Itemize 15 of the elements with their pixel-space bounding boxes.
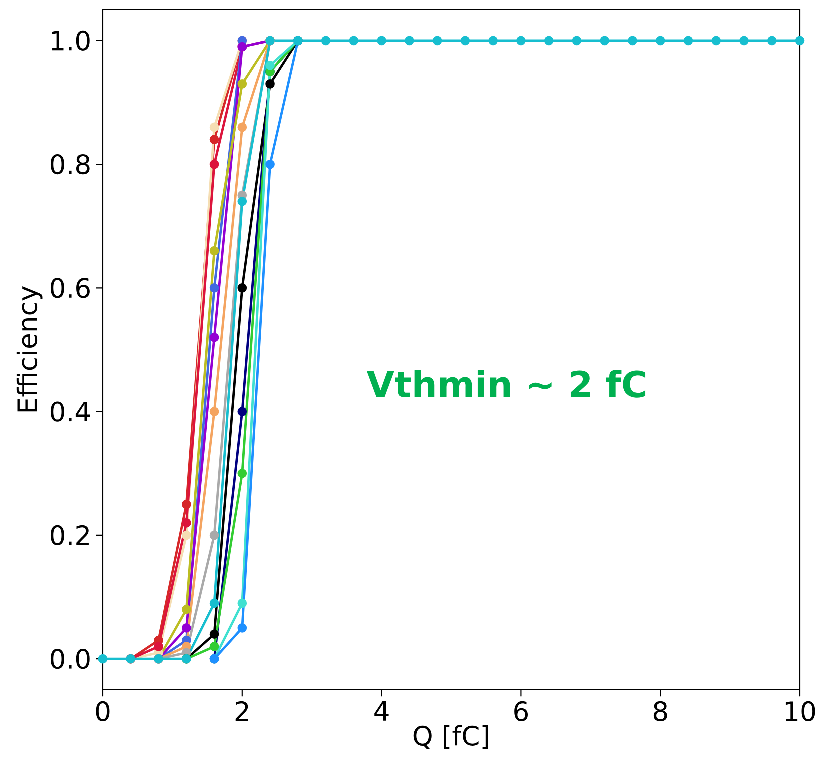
y-tick-label: 0.6 — [50, 278, 90, 298]
x-tick-label: 0 — [96, 701, 110, 722]
x-tick-label: 6 — [514, 701, 528, 722]
x-axis-title: Q [fC] — [414, 725, 488, 750]
x-tick-label: 2 — [236, 701, 248, 722]
y-tick-label: 0.2 — [50, 525, 89, 546]
x-tick-label: 8 — [654, 701, 668, 722]
x-tick-label: 10 — [786, 701, 816, 722]
y-tick-label: 0.8 — [50, 154, 90, 175]
y-tick-label: 1.0 — [52, 30, 90, 51]
y-tick-label: 0.0 — [50, 649, 90, 670]
x-tick-label: 4 — [374, 701, 389, 721]
annotation: Vthmin ~ 2 fC — [366, 370, 646, 398]
y-axis-title: Efficiency — [16, 286, 43, 412]
y-tick-label: 0.4 — [50, 402, 90, 422]
